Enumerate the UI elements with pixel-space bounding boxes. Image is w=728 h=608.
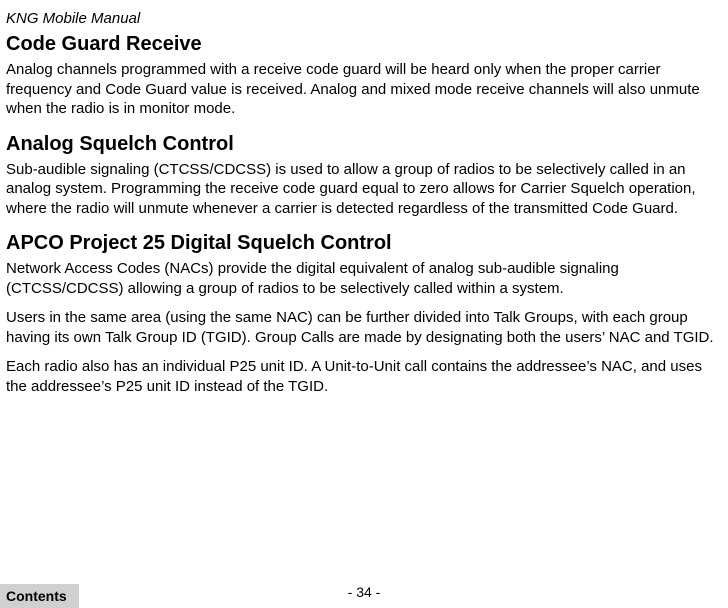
contents-link[interactable]: Contents: [0, 584, 79, 608]
body-apco-p1: Network Access Codes (NACs) provide the …: [6, 259, 722, 298]
body-code-guard-receive: Analog channels programmed with a receiv…: [6, 60, 722, 119]
body-analog-squelch: Sub-audible signaling (CTCSS/CDCSS) is u…: [6, 160, 722, 219]
body-apco-p3: Each radio also has an individual P25 un…: [6, 357, 722, 396]
heading-analog-squelch: Analog Squelch Control: [6, 133, 722, 156]
doc-header-title: KNG Mobile Manual: [6, 10, 722, 27]
page-number: - 34 -: [348, 584, 381, 600]
heading-apco: APCO Project 25 Digital Squelch Control: [6, 232, 722, 255]
body-apco-p2: Users in the same area (using the same N…: [6, 308, 722, 347]
heading-code-guard-receive: Code Guard Receive: [6, 33, 722, 56]
